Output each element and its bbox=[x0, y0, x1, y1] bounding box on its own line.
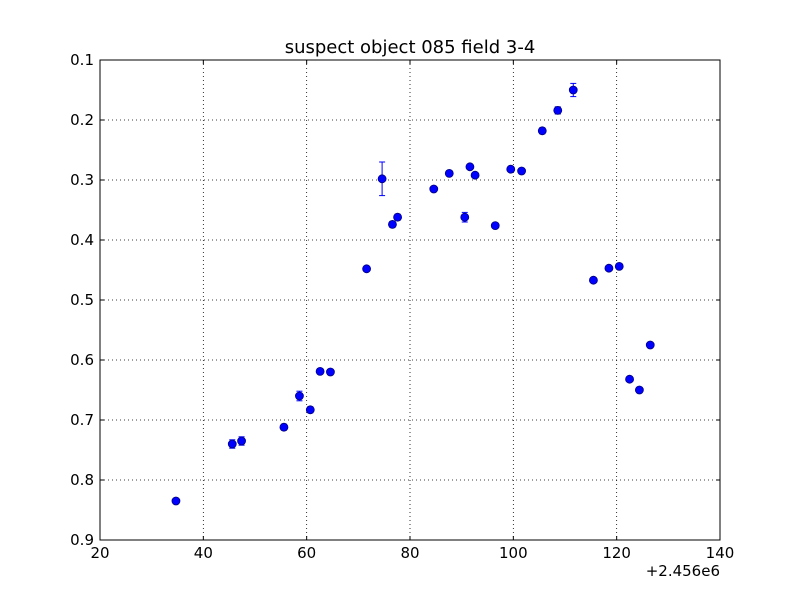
point-marker bbox=[171, 496, 181, 506]
y-tick-label: 0.1 bbox=[70, 51, 94, 69]
x-axis-offset-label: +2.456e6 bbox=[646, 562, 720, 580]
x-tick-label: 120 bbox=[602, 544, 631, 562]
point-marker bbox=[537, 126, 547, 136]
data-point bbox=[444, 168, 454, 178]
point-marker bbox=[490, 221, 500, 231]
point-marker bbox=[326, 367, 335, 377]
x-tick-label: 140 bbox=[706, 544, 735, 562]
point-marker bbox=[589, 275, 598, 285]
y-tick-label: 0.4 bbox=[70, 231, 94, 249]
data-point bbox=[568, 82, 578, 98]
data-point bbox=[625, 374, 634, 384]
point-marker bbox=[645, 340, 655, 350]
data-point bbox=[315, 366, 325, 376]
point-marker bbox=[614, 261, 624, 271]
x-tick-label: 80 bbox=[400, 544, 419, 562]
data-point bbox=[171, 496, 181, 506]
point-marker bbox=[377, 174, 387, 184]
y-tick-label: 0.7 bbox=[70, 411, 94, 429]
data-point bbox=[645, 340, 655, 350]
data-point bbox=[589, 275, 598, 285]
data-point bbox=[635, 385, 644, 395]
data-point bbox=[465, 162, 475, 172]
data-points bbox=[171, 82, 655, 506]
point-marker bbox=[460, 212, 470, 222]
x-tick-label: 40 bbox=[194, 544, 213, 562]
data-point bbox=[326, 367, 335, 377]
x-tick-label: 60 bbox=[297, 544, 316, 562]
data-point bbox=[295, 390, 304, 402]
data-point bbox=[470, 170, 480, 180]
y-tick-label: 0.3 bbox=[70, 171, 94, 189]
axis-ticks: 20 40 60 80 100 120 140 0.1 0.2 0.3 0.4 0.5 0.6 0.7 0.… bbox=[70, 51, 734, 562]
data-point bbox=[614, 261, 624, 271]
point-marker bbox=[429, 184, 439, 194]
y-tick-label: 0.8 bbox=[70, 471, 94, 489]
data-point bbox=[429, 184, 439, 194]
point-marker bbox=[635, 385, 644, 395]
point-marker bbox=[227, 439, 237, 449]
point-marker bbox=[470, 170, 480, 180]
point-marker bbox=[305, 405, 315, 415]
point-marker bbox=[553, 106, 563, 115]
data-point bbox=[537, 126, 547, 136]
point-marker bbox=[295, 391, 304, 401]
point-marker bbox=[362, 264, 372, 274]
point-marker bbox=[237, 436, 246, 446]
x-tick-label: 100 bbox=[499, 544, 528, 562]
y-tick-label: 0.9 bbox=[70, 531, 94, 549]
data-point bbox=[460, 211, 470, 223]
grid-lines bbox=[100, 60, 720, 540]
chart-title: suspect object 085 field 3-4 bbox=[285, 37, 536, 58]
point-marker bbox=[315, 366, 325, 376]
data-point bbox=[490, 221, 500, 231]
data-point bbox=[305, 405, 315, 415]
point-marker bbox=[604, 263, 614, 273]
data-point bbox=[362, 264, 372, 274]
point-marker bbox=[465, 162, 475, 172]
point-marker bbox=[625, 374, 634, 384]
data-point bbox=[227, 439, 237, 449]
data-point bbox=[388, 219, 397, 229]
point-marker bbox=[444, 168, 454, 178]
data-point bbox=[604, 263, 614, 273]
data-point bbox=[393, 212, 403, 222]
point-marker bbox=[568, 85, 578, 95]
data-point bbox=[279, 422, 289, 432]
y-tick-label: 0.2 bbox=[70, 111, 94, 129]
data-point bbox=[517, 166, 526, 176]
point-marker bbox=[506, 164, 516, 174]
point-marker bbox=[388, 219, 397, 229]
data-point bbox=[506, 164, 516, 174]
data-point bbox=[237, 436, 246, 446]
point-marker bbox=[279, 422, 289, 432]
point-marker bbox=[393, 212, 403, 222]
data-point bbox=[553, 106, 563, 115]
point-marker bbox=[517, 166, 526, 176]
y-tick-label: 0.5 bbox=[70, 291, 94, 309]
data-point bbox=[377, 161, 387, 197]
x-tick-label: 20 bbox=[90, 544, 109, 562]
y-tick-label: 0.6 bbox=[70, 351, 94, 369]
